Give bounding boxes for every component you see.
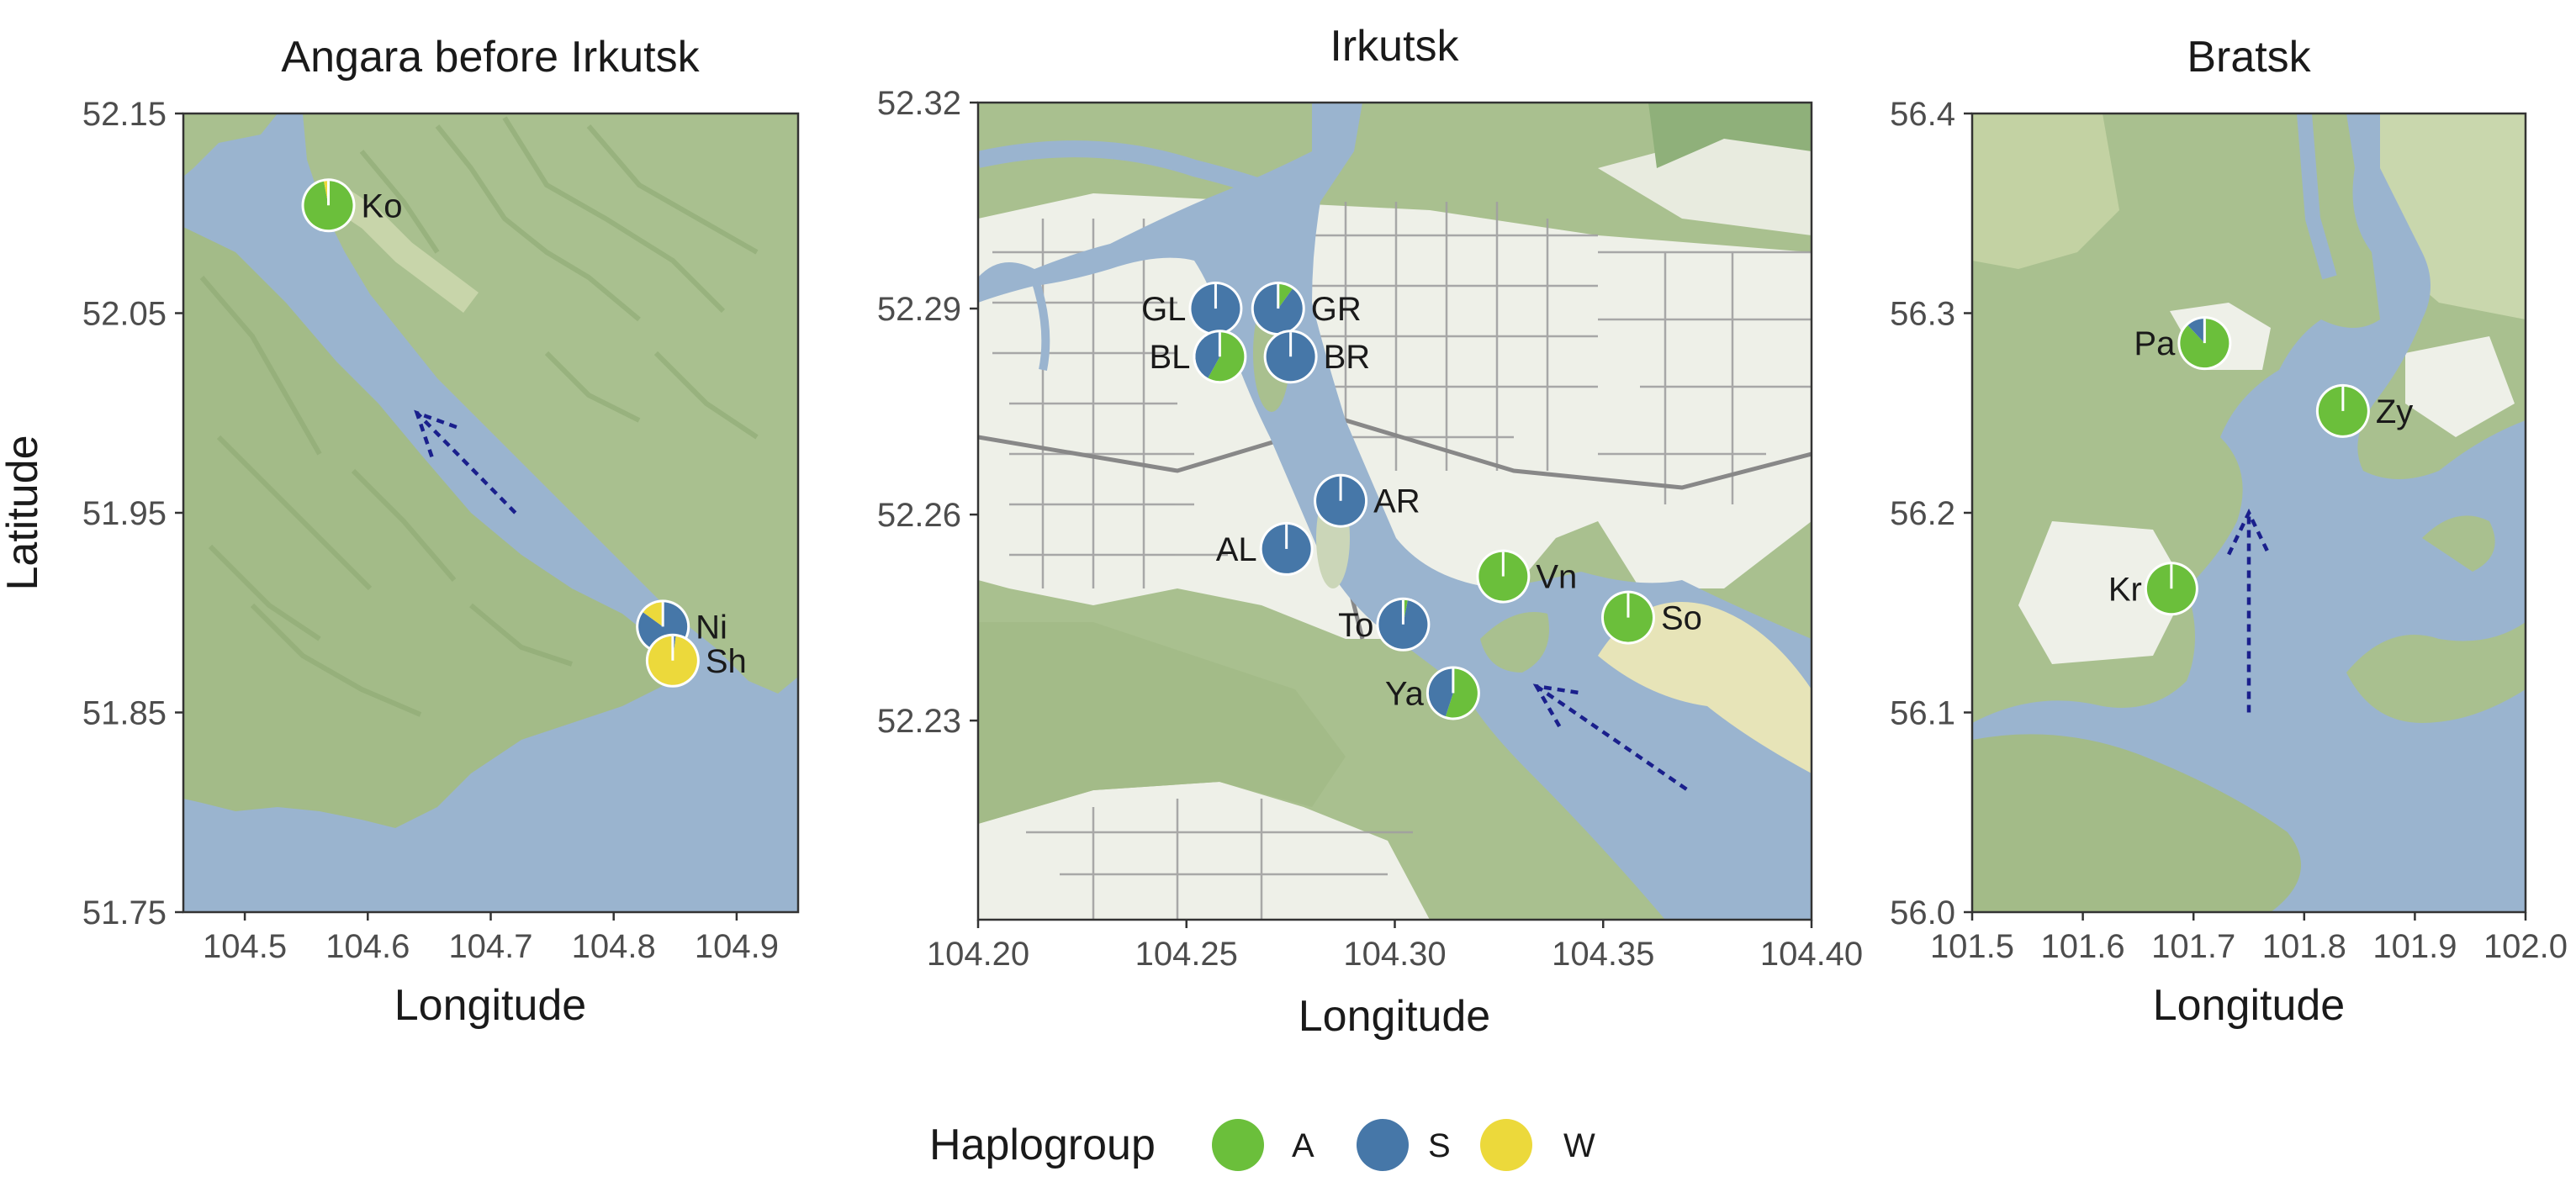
x-tick-label: 104.35 xyxy=(1552,936,1654,973)
x-tick-label: 104.40 xyxy=(1760,936,1863,973)
x-tick-label: 104.9 xyxy=(695,928,779,965)
site-marker-zy: Zy xyxy=(2315,383,2413,438)
y-tick-label: 52.23 xyxy=(877,703,961,740)
legend-swatch-w xyxy=(1480,1119,1532,1171)
x-tick-label: 101.7 xyxy=(2151,928,2235,965)
map-irkutsk xyxy=(978,103,1812,920)
x-tick-label: 104.7 xyxy=(448,928,532,965)
x-tick-label: 101.9 xyxy=(2372,928,2457,965)
pie-slice-w xyxy=(643,602,664,627)
pie-slice-s xyxy=(1253,284,1303,334)
x-tick-label: 104.20 xyxy=(927,936,1029,973)
y-tick-label: 52.15 xyxy=(82,96,167,133)
map-angara xyxy=(183,113,798,912)
site-label: Kr xyxy=(2108,571,2142,608)
y-axis-label: Latitude xyxy=(0,435,47,590)
legend-label-s: S xyxy=(1428,1127,1451,1164)
site-label: Vn xyxy=(1536,559,1577,596)
site-marker-so: So xyxy=(1600,590,1702,645)
y-tick-label: 52.32 xyxy=(877,85,961,122)
legend-swatch-s xyxy=(1357,1119,1409,1171)
panel-title-irkutsk: Irkutsk xyxy=(1330,22,1459,71)
pie-slice-a xyxy=(1277,284,1293,309)
sites-bratsk: Pa Zy Kr xyxy=(2108,316,2413,616)
site-marker-gr: GR xyxy=(1251,282,1362,336)
site-marker-br: BR xyxy=(1263,330,1371,384)
x-tick-label: 104.5 xyxy=(203,928,287,965)
site-marker-gl: GL xyxy=(1141,282,1243,336)
site-marker-vn: Vn xyxy=(1476,549,1577,604)
y-tick-label: 56.1 xyxy=(1890,695,1955,732)
x-tick-label: 104.25 xyxy=(1135,936,1238,973)
site-label: Ya xyxy=(1385,675,1425,712)
legend-label-a: A xyxy=(1292,1127,1314,1164)
pie-slice-s xyxy=(1428,668,1453,717)
flow-arrow-irkutsk xyxy=(1532,683,1688,791)
legend-label-w: W xyxy=(1563,1127,1595,1164)
site-label: Ni xyxy=(696,609,727,646)
site-marker-pa: Pa xyxy=(2134,316,2232,371)
x-tick-label: 101.5 xyxy=(1930,928,2014,965)
x-axis-label-bratsk: Longitude xyxy=(2153,981,2345,1030)
y-tick-label: 52.26 xyxy=(877,497,961,534)
site-marker-to: To xyxy=(1338,597,1431,652)
legend: Haplogroup A S W xyxy=(929,1119,1595,1171)
site-label: Pa xyxy=(2134,325,2176,362)
y-tick-label: 56.4 xyxy=(1890,96,1955,133)
y-tick-label: 56.3 xyxy=(1890,296,1955,333)
x-tick-label: 104.8 xyxy=(572,928,656,965)
x-axis-label-irkutsk: Longitude xyxy=(1299,992,1490,1041)
flow-arrow-angara xyxy=(414,409,517,514)
site-label: Zy xyxy=(2376,393,2413,430)
site-marker-al: AL xyxy=(1216,521,1314,576)
site-marker-kr: Kr xyxy=(2108,562,2198,616)
site-marker-ko: Ko xyxy=(301,178,403,233)
x-tick-label: 101.8 xyxy=(2262,928,2346,965)
site-label: GR xyxy=(1311,291,1362,328)
y-tick-label: 56.2 xyxy=(1890,495,1955,532)
legend-swatch-a xyxy=(1212,1119,1264,1171)
sites-irkutsk: GL GR BL BR AR AL Vn So To Ya xyxy=(1141,282,1702,720)
panel-title-bratsk: Bratsk xyxy=(2187,33,2311,82)
site-marker-bl: BL xyxy=(1149,330,1247,384)
x-axis-label-angara: Longitude xyxy=(394,981,586,1030)
ticks-irkutsk: 104.20 104.25 104.30 104.35 104.40 52.23 52.26… xyxy=(877,85,1863,973)
site-label: Sh xyxy=(706,643,747,680)
map-bratsk xyxy=(1972,113,2526,912)
site-marker-sh: Sh xyxy=(645,633,747,688)
y-tick-label: 51.95 xyxy=(82,495,167,532)
site-label: Ko xyxy=(362,187,403,224)
y-tick-label: 51.85 xyxy=(82,695,167,732)
x-tick-label: 101.6 xyxy=(2041,928,2125,965)
site-marker-ya: Ya xyxy=(1385,666,1480,720)
pie-slice-s xyxy=(1195,332,1220,378)
panel-irkutsk: Irkutsk xyxy=(877,22,1863,1041)
site-label: GL xyxy=(1141,291,1186,328)
site-label: AL xyxy=(1216,531,1257,568)
flow-arrow-bratsk xyxy=(2227,508,2271,713)
legend-title: Haplogroup xyxy=(929,1121,1156,1169)
ticks-angara: 104.5 104.6 104.7 104.8 104.9 51.75 51.85 51.95… xyxy=(82,96,779,965)
ticks-bratsk: 101.5 101.6 101.7 101.8 101.9 102.0 56.0 56.1 56… xyxy=(1890,96,2568,965)
site-label: BL xyxy=(1149,339,1190,376)
site-label: To xyxy=(1338,607,1373,644)
site-marker-ar: AR xyxy=(1314,473,1420,528)
y-tick-label: 52.05 xyxy=(82,296,167,333)
site-label: BR xyxy=(1324,339,1371,376)
y-tick-label: 51.75 xyxy=(82,894,167,931)
pie-slice-s xyxy=(2187,319,2205,344)
site-label: AR xyxy=(1373,483,1420,520)
pie-slice-a xyxy=(1208,332,1245,382)
x-tick-label: 104.6 xyxy=(325,928,410,965)
y-tick-label: 52.29 xyxy=(877,291,961,328)
x-tick-label: 104.30 xyxy=(1343,936,1446,973)
site-label: So xyxy=(1661,600,1702,637)
panel-title-angara: Angara before Irkutsk xyxy=(281,33,700,82)
y-tick-label: 56.0 xyxy=(1890,894,1955,931)
x-tick-label: 102.0 xyxy=(2483,928,2568,965)
